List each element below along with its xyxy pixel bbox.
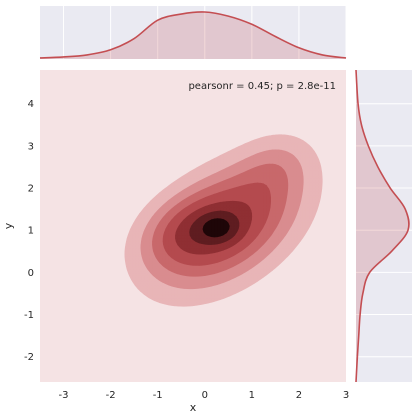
x-tick-label: 3 xyxy=(343,390,349,401)
marginal-x-panel xyxy=(39,6,347,59)
y-tick-label: 2 xyxy=(28,184,34,195)
x-tick-label: 0 xyxy=(202,390,208,401)
marginal-x-density-line xyxy=(39,11,347,59)
x-tick-label: -3 xyxy=(59,390,69,401)
marginal-y-background xyxy=(356,70,412,382)
pearson-annotation: pearsonr = 0.45; p = 2.8e-11 xyxy=(188,81,336,92)
kde-contour-level xyxy=(202,218,230,238)
marginal-x-density-fill xyxy=(40,11,346,59)
y-tick-label: 0 xyxy=(28,268,34,279)
marginal-y-density-fill xyxy=(356,70,409,382)
kde-contours xyxy=(124,134,323,307)
y-tick-label: 1 xyxy=(28,226,34,237)
y-axis-label: y xyxy=(2,222,15,229)
y-tick-label: -2 xyxy=(24,352,34,363)
x-tick-label: 1 xyxy=(249,390,255,401)
y-tick-label: 3 xyxy=(28,141,34,152)
marginal-y-density-line xyxy=(355,69,410,383)
x-tick-label: -1 xyxy=(153,390,163,401)
x-tick-label: 2 xyxy=(296,390,302,401)
x-tick-labels: -3 -2 -1 0 1 2 3 xyxy=(59,390,350,401)
joint-panel: pearsonr = 0.45; p = 2.8e-11 xyxy=(40,70,346,382)
x-axis-label: x xyxy=(190,401,197,414)
y-tick-label: -1 xyxy=(24,310,34,321)
y-tick-labels: -2 -1 0 1 2 3 4 xyxy=(24,99,34,363)
x-tick-label: -2 xyxy=(106,390,116,401)
y-tick-label: 4 xyxy=(28,99,34,110)
marginal-x-background xyxy=(40,6,346,59)
marginal-y-panel xyxy=(355,69,412,383)
